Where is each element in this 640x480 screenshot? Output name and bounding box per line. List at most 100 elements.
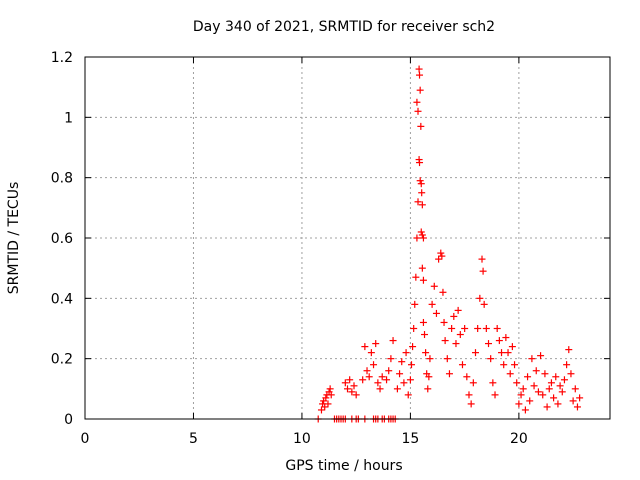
data-point [493,325,501,332]
data-point [402,349,410,357]
data-point [439,288,447,296]
data-point [417,122,425,130]
data-point [419,276,427,284]
data-point [452,340,460,348]
data-point [374,379,382,387]
data-point [413,234,421,242]
data-point [406,376,414,384]
data-point [537,352,545,360]
y-tick-label: 0.4 [51,291,73,307]
data-point [413,98,421,106]
data-point [344,385,351,393]
data-point [487,355,495,363]
data-point [569,397,577,405]
data-point [367,349,375,357]
data-point [418,231,426,239]
data-point [341,379,349,387]
data-point [498,349,506,357]
data-point [407,361,415,369]
data-point [545,385,553,393]
data-point [432,309,440,317]
data-point [414,107,422,115]
data-point [552,373,560,381]
data-point [424,385,432,393]
data-point [576,394,584,402]
data-point [547,379,555,387]
grid [85,57,610,419]
data-point [450,312,458,320]
data-point [476,294,484,302]
data-point [567,370,575,378]
data-point [554,400,562,408]
data-point [571,385,579,393]
data-point [445,370,453,378]
data-point [524,373,532,381]
data-point [500,361,508,369]
data-point [461,325,469,332]
data-point [416,159,424,167]
data-point [422,349,430,357]
y-tick-label: 0.6 [51,231,73,247]
x-axis-label: GPS time / hours [285,458,402,474]
y-tick-label: 1.2 [51,50,73,66]
data-point [511,361,519,369]
data-point [482,325,490,332]
data-point [414,198,422,206]
data-point [387,355,395,363]
data-point [409,343,417,351]
data-point [417,180,425,188]
data-point [416,86,424,94]
data-point [416,177,424,185]
data-point [326,385,334,393]
data-point [534,388,542,396]
data-point [508,343,516,351]
data-point [565,346,573,354]
data-point [425,373,433,381]
data-point [467,400,475,408]
axis-ticks: 0 5 10 15 20 0 0.2 0.4 0.6 0.8 1 1.2 [51,50,610,447]
data-point [443,355,451,363]
data-point [372,340,380,348]
data-point [471,349,479,357]
data-point [411,300,419,308]
data-point [563,361,571,369]
data-point [504,349,512,357]
data-point [361,343,369,351]
data-point [400,379,408,387]
data-point [469,379,477,387]
data-point [416,71,424,79]
data-point [348,388,356,396]
data-point [474,325,482,332]
data-point [430,282,438,290]
data-point [435,255,443,263]
data-points [314,65,584,423]
data-point [419,318,427,326]
data-point [437,249,445,257]
data-point [404,391,412,399]
data-point [478,255,486,263]
data-point [550,394,558,402]
data-point [485,340,493,348]
data-point [322,394,330,402]
data-point [560,376,568,384]
data-point [378,373,386,381]
x-tick-label: 5 [189,431,198,447]
data-point [515,400,523,408]
data-point [426,355,434,363]
data-point [419,234,427,242]
data-point [396,370,404,378]
data-point [363,367,371,375]
data-point [463,373,471,381]
data-point [383,376,391,384]
data-point [327,391,335,399]
data-point [398,358,406,366]
y-tick-label: 1 [64,110,73,126]
data-point [539,391,547,399]
data-point [506,370,514,378]
y-tick-label: 0.2 [51,352,73,368]
data-point [376,385,384,393]
data-point [412,273,420,281]
data-point [350,382,358,390]
data-point [352,391,360,399]
data-point [558,388,566,396]
